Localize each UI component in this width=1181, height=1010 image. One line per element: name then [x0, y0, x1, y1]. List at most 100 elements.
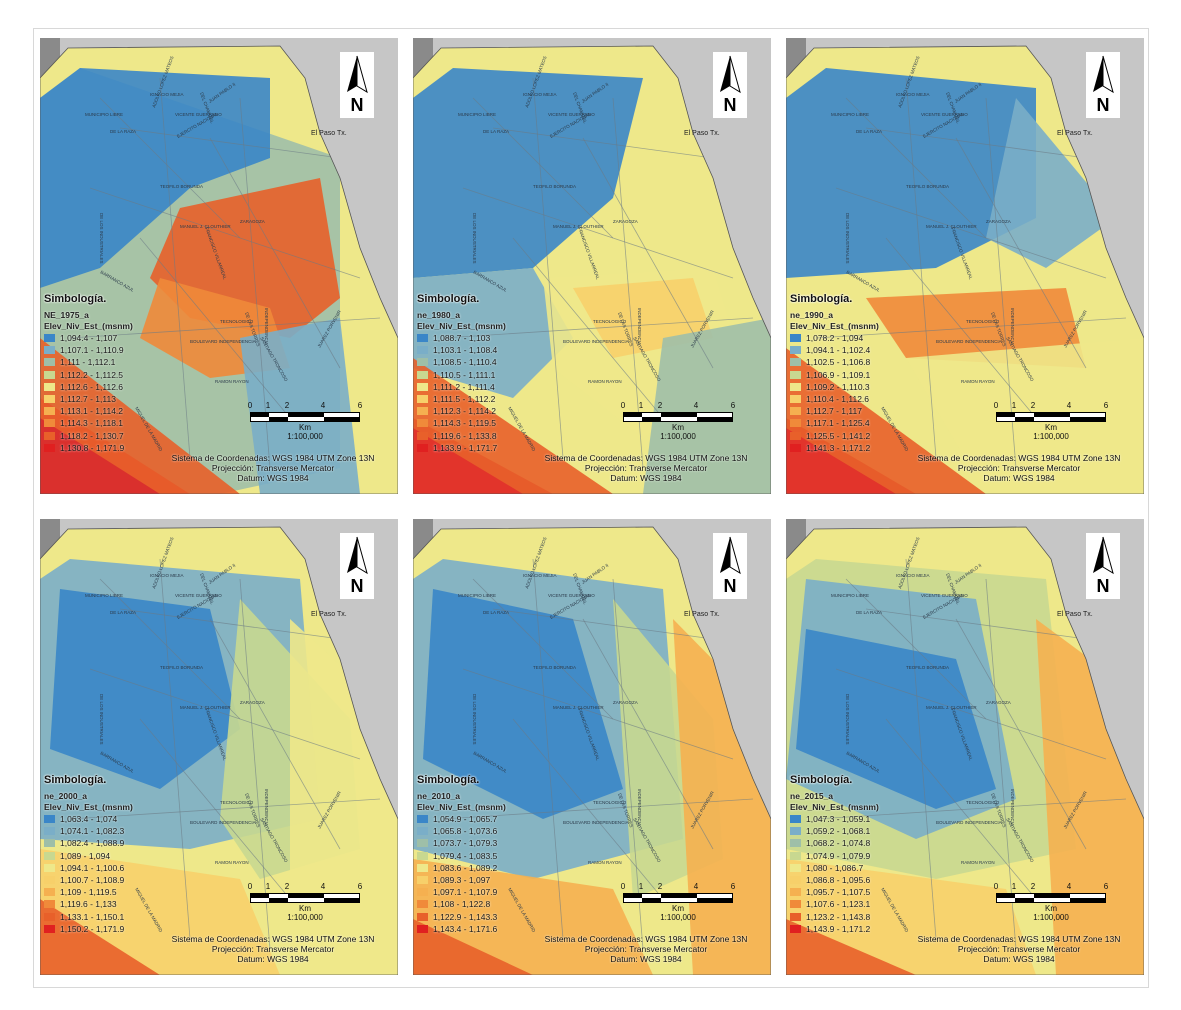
legend-item: 1,078.2 - 1,094 — [790, 332, 990, 344]
legend-swatch — [790, 815, 801, 824]
legend-item: 1,107.6 - 1,123.1 — [790, 898, 990, 910]
legend-swatch — [417, 358, 428, 367]
street-label: DE LOS INDUSTRIALES — [845, 694, 850, 745]
street-line — [239, 97, 271, 469]
legend-range-label: 1,110.5 - 1,111.1 — [433, 369, 496, 380]
legend-range-label: 1,068.2 - 1,074.8 — [806, 838, 871, 849]
scale-unit: Km — [299, 904, 311, 913]
legend-item: 1,103.1 - 1,108.4 — [417, 344, 617, 356]
legend-range-label: 1,125.5 - 1,141.2 — [806, 430, 871, 441]
legend-item: 1,068.2 - 1,074.8 — [790, 837, 990, 849]
crs-line: Sistema de Coordenadas: WGS 1984 UTM Zon… — [544, 453, 748, 463]
legend-title: Simbología. — [44, 293, 107, 305]
street-label: IGNACIO MEJIA — [150, 92, 184, 97]
legend-item: 1,113.1 - 1,114.2 — [44, 405, 244, 417]
north-label: N — [723, 95, 737, 115]
street-label: TECNOLOGICO — [966, 800, 1000, 805]
street-label: DE LA RAZA — [483, 610, 509, 615]
north-label: N — [350, 576, 364, 596]
street-label: IGNACIO MEJIA — [150, 573, 184, 578]
street-label: DE LOS INDUSTRIALES — [99, 213, 104, 264]
legend-item: 1,112.6 - 1,112.6 — [44, 381, 244, 393]
legend-swatch — [790, 888, 801, 897]
legend-swatch — [417, 382, 428, 391]
legend-layer-name: ne_2015_a — [790, 791, 834, 801]
legend-item: 1,059.2 - 1,068.1 — [790, 825, 990, 837]
street-label: ZARAGOZA — [986, 219, 1011, 224]
legend-swatch — [44, 827, 55, 836]
crs-line: Sistema de Coordenadas: WGS 1984 UTM Zon… — [171, 453, 375, 463]
street-line — [119, 127, 341, 159]
street-label: MUNICIPIO LIBRE — [85, 112, 123, 117]
legend-range-label: 1,089.3 - 1,097 — [433, 875, 491, 886]
scale-unit: Km — [1045, 423, 1057, 432]
coordinate-system-note: Sistema de Coordenadas: WGS 1984 UTM Zon… — [150, 934, 396, 964]
legend-item: 1,119.6 - 1,133 — [44, 898, 244, 910]
legend-item: 1,108 - 1,122.8 — [417, 898, 617, 910]
legend-swatch — [44, 407, 55, 416]
scale-tick-label: 6 — [730, 401, 736, 410]
street-label: TECNOLOGICO — [220, 319, 254, 324]
street-line — [835, 668, 1107, 760]
street-label: MUNICIPIO LIBRE — [458, 593, 496, 598]
street-line — [845, 97, 987, 239]
legend-range-label: 1,094.4 - 1,107 — [60, 333, 118, 344]
street-label: RAMON RAYON — [961, 860, 995, 865]
legend-swatch — [44, 851, 55, 860]
legend-range-label: 1,109.2 - 1,110.3 — [806, 381, 870, 392]
legend-range-label: 1,086.8 - 1,095.6 — [806, 875, 871, 886]
street-line — [905, 558, 937, 940]
legend-item: 1,123.2 - 1,143.8 — [790, 911, 990, 923]
street-label: VICENTE GUERRERO — [548, 593, 595, 598]
street-label: MUNICIPIO LIBRE — [85, 593, 123, 598]
legend-range-label: 1,119.6 - 1,133.8 — [433, 430, 497, 441]
street-label: TECNOLOGICO — [220, 800, 254, 805]
street-line — [835, 187, 1107, 279]
street-label: TEOFILO BORUNDA — [906, 184, 949, 189]
scale-bar: 0 1 2 4 6 Km 1:100,000 — [994, 882, 1108, 922]
street-line — [209, 137, 341, 369]
map-panel-ne_1990_a: IGNACIO MEJIA DEL CHAMIZAL ADOLFO LOPEZ MA… — [786, 38, 1144, 494]
street-label: DE LOS INDUSTRIALES — [472, 213, 477, 264]
elevation-zone — [40, 899, 160, 975]
street-label: TEOFILO BORUNDA — [906, 665, 949, 670]
elevation-zone — [413, 358, 613, 494]
north-label: N — [1096, 576, 1110, 596]
legend-swatch — [790, 395, 801, 404]
street-label: BOULEVARD INDEPENDENCIA — [190, 820, 256, 825]
north-label: N — [350, 95, 364, 115]
scale-tick-label: 4 — [320, 882, 326, 891]
legend-layer-name: ne_1980_a — [417, 310, 461, 320]
elevation-zone — [50, 589, 240, 789]
street-label: VICENTE GUERRERO — [548, 112, 595, 117]
legend-item: 1,095.7 - 1,107.5 — [790, 886, 990, 898]
legend-range-label: 1,150.2 - 1,171.9 — [60, 923, 125, 934]
street-label: IGNACIO MEJIA — [896, 92, 930, 97]
legend-item: 1,111 - 1,112.1 — [44, 356, 244, 368]
street-label: INDEPENDENCIA — [637, 789, 642, 826]
street-line — [985, 97, 1017, 469]
legend-range-label: 1,054.9 - 1,065.7 — [433, 814, 498, 825]
legend-range-label: 1,119.6 - 1,133 — [60, 899, 117, 910]
north-arrow-icon: N — [1086, 533, 1120, 599]
scale-tick-label: 4 — [320, 401, 326, 410]
map-panel-ne_2000_a: IGNACIO MEJIA DEL CHAMIZAL ADOLFO LOPEZ MA… — [40, 519, 398, 975]
street-line — [472, 578, 614, 720]
scale-unit: Km — [672, 904, 684, 913]
legend-range-label: 1,108.5 - 1,110.4 — [433, 357, 497, 368]
legend-title: Simbología. — [417, 293, 480, 305]
legend-range-label: 1,113.1 - 1,114.2 — [60, 406, 124, 417]
legend-swatch — [790, 431, 801, 440]
legend-range-label: 1,063.4 - 1,074 — [60, 814, 118, 825]
legend-swatch — [44, 346, 55, 355]
legend-swatch — [417, 346, 428, 355]
street-label: INDEPENDENCIA — [1010, 789, 1015, 826]
legend-range-label: 1,108 - 1,122.8 — [433, 899, 491, 910]
street-label: RAMON RAYON — [961, 379, 995, 384]
legend-item: 1,110.4 - 1,112.6 — [790, 393, 990, 405]
street-label: DE LA RAZA — [110, 610, 136, 615]
scale-tick-label: 2 — [657, 401, 663, 410]
legend-item: 1,110.5 - 1,111.1 — [417, 369, 617, 381]
